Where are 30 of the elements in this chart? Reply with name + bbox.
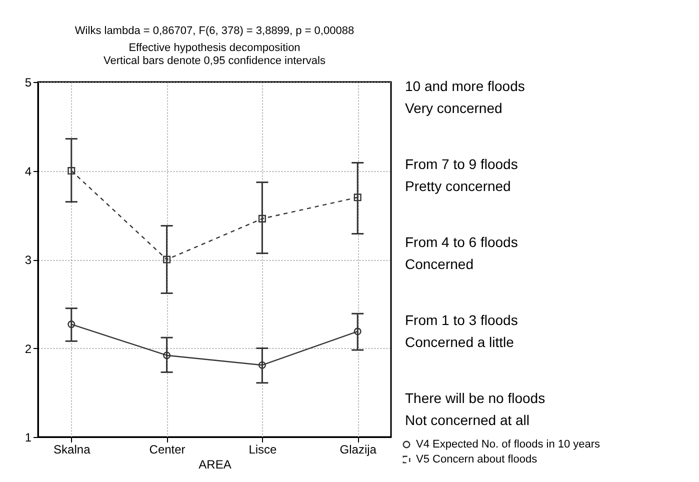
legend-label: V5 Concern about floods (416, 454, 538, 466)
y-tick-label: 2 (24, 342, 32, 356)
y-tick-label: 5 (24, 76, 32, 90)
x-tick-label: Glazija (340, 442, 377, 456)
point (354, 194, 362, 202)
text: From 7 to 9 floods (405, 156, 518, 172)
text: Concerned (405, 256, 474, 272)
text: Very concerned (405, 100, 502, 116)
text: Not concerned at all (405, 412, 530, 428)
point (68, 166, 76, 175)
x-tick-label: Center (149, 442, 186, 456)
point (163, 256, 171, 264)
x-tick-label: Skalna (54, 442, 91, 456)
text: Pretty concerned (405, 178, 511, 194)
x-tick-label: Lisce (248, 442, 278, 456)
text: From 4 to 6 floods (405, 234, 518, 250)
y-tick-label: 1 (24, 430, 32, 444)
point (163, 352, 171, 360)
legend-label: V4 Expected No. of floods in 10 years (416, 438, 601, 450)
chart-subtitle: Effective hypothesis decomposition Vertical bars denote 0,95 confidence intervals (104, 42, 326, 67)
text: Concerned a little (405, 334, 514, 350)
y-tick-label: 4 (24, 164, 32, 178)
x-axis-title: AREA (198, 458, 232, 472)
text: From 1 to 3 floods (405, 312, 518, 328)
text: There will be no floods (405, 390, 546, 406)
text: 10 and more floods (405, 78, 525, 94)
point (258, 361, 266, 369)
point (258, 214, 266, 222)
y-tick-label: 3 (24, 253, 32, 267)
chart-title: Wilks lambda = 0,86707, F(6, 378) = 3,8899, p = 0,00088 (74, 25, 354, 37)
